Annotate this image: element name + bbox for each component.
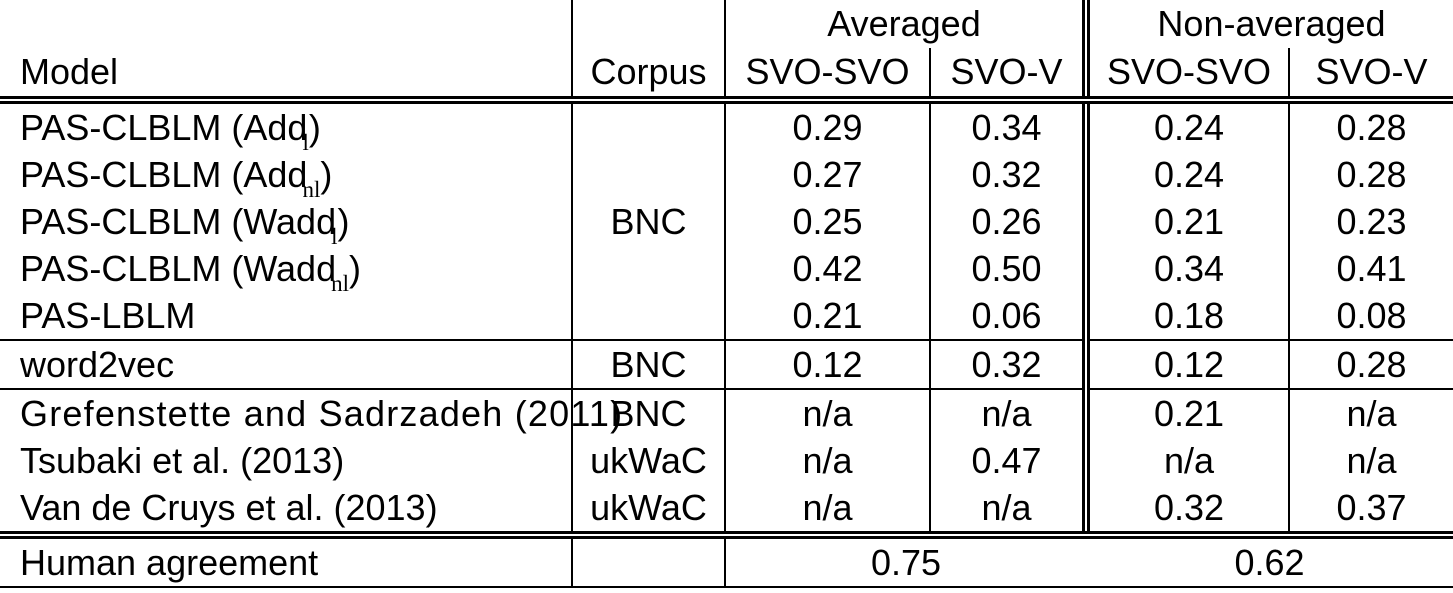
cell-value: 0.37 [1289, 484, 1453, 539]
cell-value: 0.28 [1336, 106, 1407, 148]
empty-corpus-cell [572, 535, 726, 588]
cell-value: 0.27 [725, 151, 931, 198]
model-name-text: PAS-LBLM [20, 294, 196, 336]
model-subscript: l [302, 129, 309, 155]
model-name-text: Tsubaki et al. (2013) [20, 439, 345, 481]
group-header-row: Averaged Non-averaged [0, 0, 1453, 48]
cell-value: n/a [725, 484, 931, 539]
cell-value: 0.47 [971, 439, 1042, 481]
table-row: PAS-LBLM 0.21 0.06 0.18 0.08 [0, 292, 1453, 341]
model-subscript: l [331, 223, 338, 249]
human-agreement-averaged-value: 0.75 [725, 535, 1086, 588]
cell-value: 0.21 [1082, 389, 1290, 437]
model-name: Van de Cruys et al. (2013) [0, 484, 573, 539]
cell-value: 0.42 [725, 245, 931, 292]
corpus-cell: ukWaC [572, 484, 726, 539]
model-subscript: nl [331, 270, 349, 296]
cell-value: 0.18 [1082, 292, 1290, 341]
model-name-text: Grefenstette and Sadrzadeh (2011) [20, 392, 624, 434]
model-name: PAS-CLBLM (Addnl) [0, 151, 573, 202]
model-subscript: nl [302, 176, 321, 202]
empty-model-header [0, 0, 573, 48]
cell-value: 0.25 [725, 198, 931, 245]
cell-value: 0.21 [1082, 198, 1290, 245]
cell-value: 0.12 [725, 340, 931, 390]
cell-value: 0.29 [725, 100, 931, 151]
corpus-cell: ukWaC [572, 437, 726, 484]
model-name: Grefenstette and Sadrzadeh (2011) [0, 389, 622, 437]
table-row: Tsubaki et al. (2013) ukWaC n/a 0.47 n/a… [0, 437, 1453, 484]
group-header-averaged: Averaged [827, 3, 981, 45]
corpus-column-header: Corpus [572, 48, 726, 104]
table-row: PAS-CLBLM (Waddl) 0.25 0.26 0.21 0.23 [0, 198, 1453, 249]
model-name-text: PAS-CLBLM (Wadd [20, 200, 337, 242]
model-name: PAS-CLBLM (Waddl) [0, 198, 573, 249]
cell-value: 0.34 [1082, 245, 1290, 292]
cell-value: 0.50 [971, 247, 1042, 289]
cell-value: 0.32 [971, 153, 1042, 195]
human-agreement-non-averaged-value: 0.62 [1086, 535, 1453, 588]
cell-value: n/a [1082, 437, 1290, 484]
model-name-text: Van de Cruys et al. (2013) [20, 486, 438, 528]
table-row: PAS-CLBLM (Addnl) 0.27 0.32 0.24 0.28 [0, 151, 1453, 202]
cell-value: n/a [930, 484, 1086, 539]
model-name: Tsubaki et al. (2013) [0, 437, 573, 484]
cell-value: n/a [1346, 439, 1397, 481]
cell-value: 0.28 [1289, 340, 1453, 390]
model-name: word2vec [0, 340, 573, 390]
table-row: Van de Cruys et al. (2013) ukWaC n/a n/a… [0, 484, 1453, 539]
cell-value: 0.23 [1336, 200, 1407, 242]
col-header-non-averaged-svo-svo: SVO-SVO [1082, 48, 1290, 104]
model-name-close: ) [337, 200, 350, 242]
col-header-averaged-svo-svo: SVO-SVO [725, 48, 931, 104]
model-name-text: PAS-CLBLM (Wadd [20, 247, 337, 289]
cell-value: 0.21 [725, 292, 931, 341]
model-name-close: ) [348, 247, 361, 289]
model-name: PAS-CLBLM (Addl) [0, 100, 573, 155]
cell-value: 0.34 [971, 106, 1042, 148]
model-name-close: ) [308, 106, 321, 148]
model-name: PAS-CLBLM (Waddnl) [0, 245, 573, 296]
model-name-text: word2vec [20, 343, 175, 385]
cell-value: n/a [725, 437, 931, 484]
cell-value: n/a [981, 392, 1032, 434]
cell-value: n/a [725, 389, 931, 437]
human-agreement-label: Human agreement [0, 535, 573, 588]
col-header-non-averaged-svo-v: SVO-V [1289, 48, 1453, 104]
table-row: Grefenstette and Sadrzadeh (2011) BNC n/… [0, 389, 1453, 437]
group-header-non-averaged: Non-averaged [1082, 0, 1453, 48]
cell-value: 0.08 [1289, 292, 1453, 341]
model-name: PAS-LBLM [0, 292, 573, 341]
column-header-row: Model Corpus SVO-SVO SVO-V SVO-SVO SVO-V [0, 48, 1453, 104]
corpus-cell: BNC [572, 389, 726, 437]
table-row: PAS-CLBLM (Waddnl) 0.42 0.50 0.34 0.41 [0, 245, 1453, 296]
cell-value: 0.32 [1082, 484, 1290, 539]
cell-value: 0.26 [971, 200, 1042, 242]
corpus-cell: BNC [572, 340, 726, 390]
table-row: PAS-CLBLM (Addl) BNC 0.29 0.34 0.24 0.28 [0, 100, 1453, 341]
cell-value: 0.12 [1082, 340, 1290, 390]
cell-value: 0.28 [1336, 153, 1407, 195]
model-column-header: Model [0, 48, 573, 104]
corpus-cell-merged: BNC [572, 100, 726, 341]
col-header-averaged-svo-v: SVO-V [930, 48, 1086, 104]
cell-value: 0.24 [1082, 100, 1290, 151]
table-row: word2vec BNC 0.12 0.32 0.12 0.28 [0, 340, 1453, 390]
empty-corpus-header [572, 0, 726, 48]
cell-value: 0.41 [1336, 247, 1407, 289]
model-name-text: PAS-CLBLM (Add [20, 106, 308, 148]
model-name-close: ) [320, 153, 333, 195]
cell-value: 0.32 [930, 340, 1086, 390]
human-agreement-row: Human agreement 0.75 0.62 [0, 535, 1453, 588]
model-name-text: PAS-CLBLM (Add [20, 153, 308, 195]
cell-value: n/a [1346, 392, 1397, 434]
cell-value: 0.06 [930, 292, 1086, 341]
cell-value: 0.24 [1082, 151, 1290, 198]
